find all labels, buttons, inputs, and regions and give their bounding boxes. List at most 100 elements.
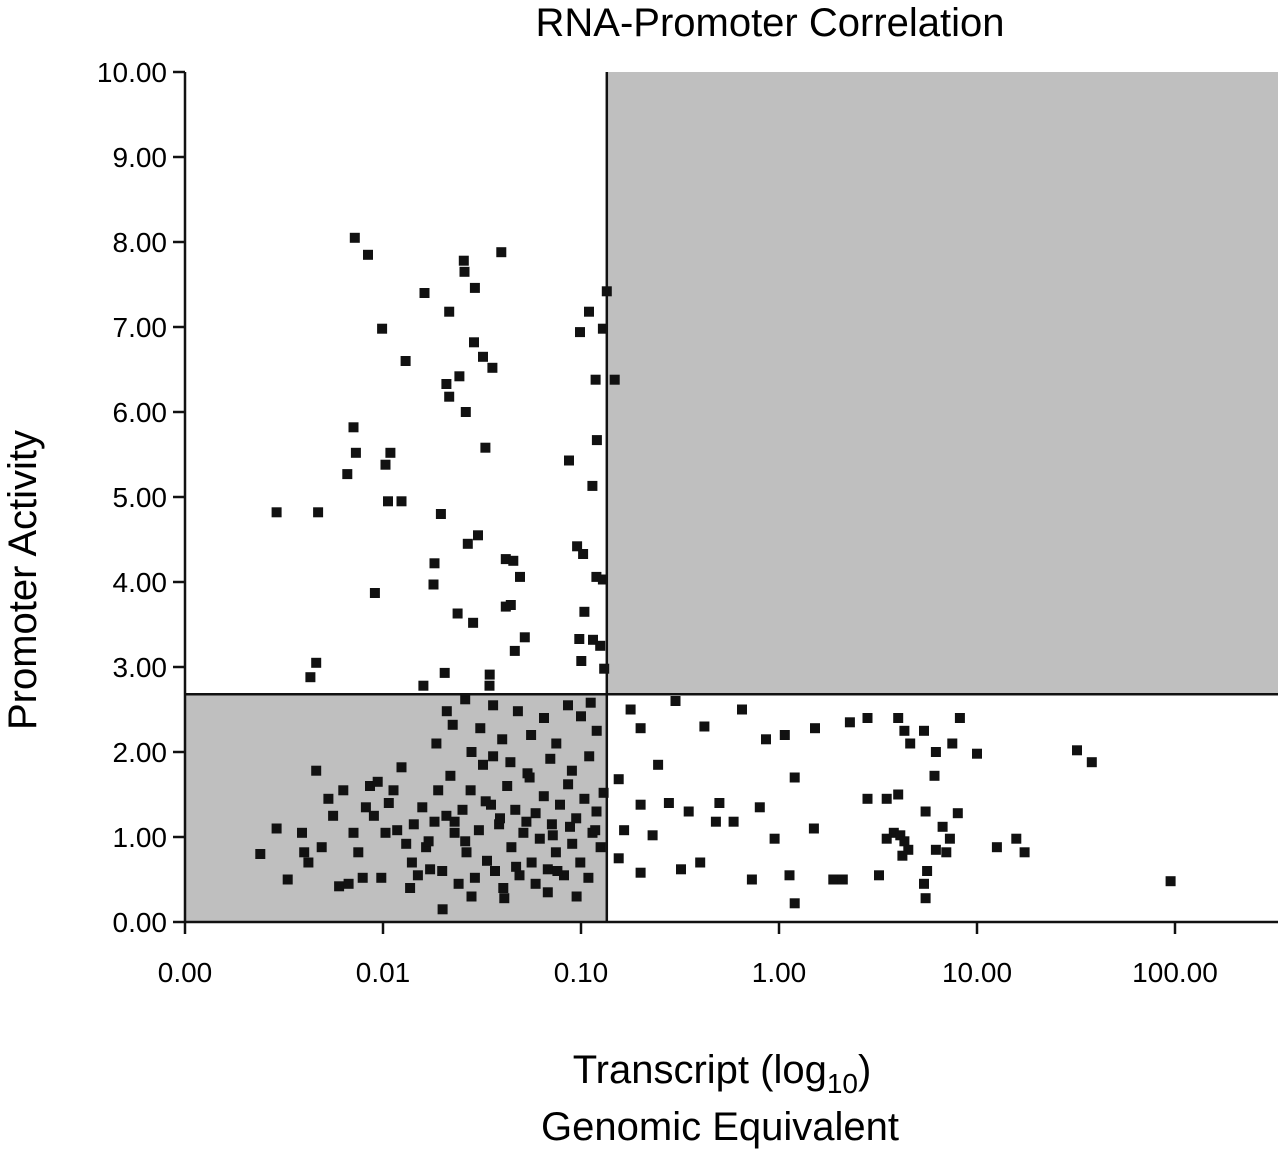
x-tick-label: 1.00 [752,957,807,988]
data-point [947,738,958,749]
data-point [591,571,602,582]
data-point [377,323,388,334]
data-point [323,793,334,804]
data-point [576,711,586,722]
data-point [746,874,757,885]
data-point [445,770,456,781]
data-point [484,669,495,680]
data-point [482,855,492,866]
data-point [499,893,510,904]
data-point [737,704,747,715]
data-point [670,696,681,706]
data-point [363,249,373,260]
data-point [595,640,606,651]
data-point [486,799,496,810]
data-point [338,785,349,796]
data-point [457,804,468,815]
data-point [433,785,444,796]
y-tick-label: 9.00 [113,142,168,173]
data-point [559,870,569,881]
data-point [653,759,664,770]
data-point [862,793,873,804]
data-point [460,407,471,417]
data-point [494,819,505,830]
data-point [299,847,310,858]
chart-title: RNA-Promoter Correlation [535,1,1004,45]
data-point [383,496,393,507]
data-point [944,833,955,844]
data-point [810,723,820,734]
data-point [343,878,354,889]
data-point [619,825,630,836]
data-point [521,816,532,827]
y-tick-label: 5.00 [113,482,168,513]
data-point [349,232,360,243]
data-point [515,571,525,582]
data-point [368,810,379,821]
data-point [920,893,931,904]
data-point [635,867,646,878]
data-point [585,697,596,708]
data-point [271,507,282,518]
data-point [334,881,345,892]
data-point [369,588,380,598]
data-point [475,723,486,734]
shaded-quadrants [185,72,1278,922]
data-point [429,558,440,569]
data-point [388,785,399,796]
data-point [469,282,480,293]
data-point [597,323,608,334]
data-point [625,704,636,715]
data-point [376,872,387,883]
data-point [595,842,606,853]
data-point [365,781,375,791]
data-point [575,327,585,338]
data-point [353,847,364,858]
data-point [500,554,511,565]
data-point [542,864,553,875]
data-point [412,870,423,881]
data-point [512,706,523,717]
data-point [954,713,965,723]
data-point [313,507,324,518]
data-point [408,819,419,830]
data-point [385,447,396,458]
data-point [676,864,686,875]
data-point [396,496,407,507]
data-point [930,747,941,757]
data-point [400,356,411,366]
data-point [444,391,455,402]
data-point [587,480,598,491]
data-point [396,762,407,773]
data-point [418,680,429,691]
data-point [530,808,541,819]
data-point [881,833,892,844]
data-point [342,469,353,480]
data-point [899,836,910,847]
data-point [458,255,469,266]
data-point [635,723,646,734]
data-point [564,455,574,466]
data-point [779,730,790,740]
data-point [449,827,460,838]
data-point [828,874,839,885]
data-point [460,836,471,847]
data-point [761,734,771,745]
data-point [519,632,530,643]
data-point [837,874,848,885]
data-point [844,717,855,728]
x-axis-label-line2: Genomic Equivalent [541,1105,899,1149]
data-point [575,857,586,868]
data-point [452,608,463,619]
data-point [465,785,476,796]
data-point [514,870,525,881]
data-point [478,759,488,770]
data-point [550,847,561,858]
data-point [447,719,458,730]
data-point [566,765,577,776]
data-point [401,838,412,849]
data-points [255,232,1176,915]
data-point [1165,876,1176,887]
data-point [583,872,594,883]
data-point [441,379,452,389]
